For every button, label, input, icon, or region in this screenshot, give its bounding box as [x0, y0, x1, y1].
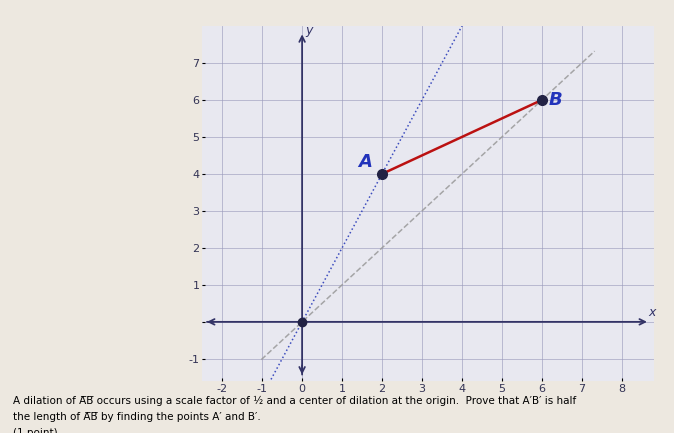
Text: A: A	[358, 152, 372, 171]
Text: B: B	[549, 91, 563, 110]
Text: y: y	[305, 24, 313, 37]
Text: x: x	[648, 306, 656, 319]
Text: (1 point): (1 point)	[13, 428, 58, 433]
Text: A dilation of A̅B̅ occurs using a scale factor of ½ and a center of dilation at : A dilation of A̅B̅ occurs using a scale …	[13, 396, 577, 406]
Text: the length of A̅B̅ by finding the points A′ and B′.: the length of A̅B̅ by finding the points…	[13, 412, 262, 422]
